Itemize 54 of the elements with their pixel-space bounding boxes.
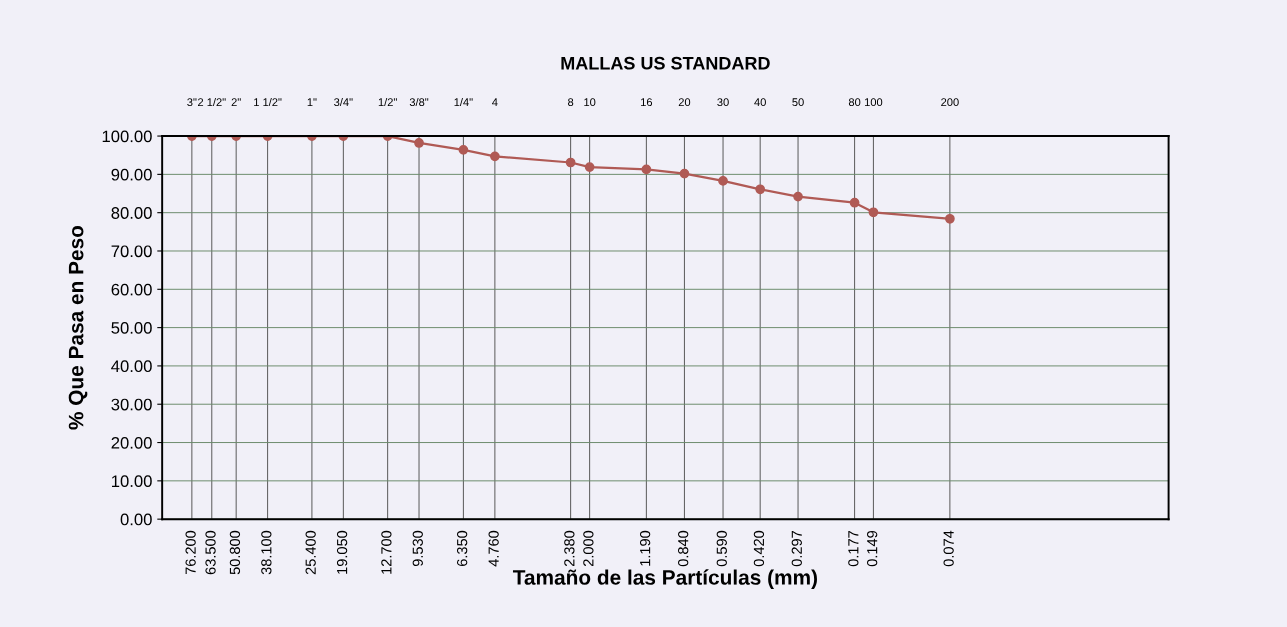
text: 200 bbox=[941, 98, 959, 107]
x-tick-label: 12.700 bbox=[381, 530, 392, 574]
y-tick-label: 80.00 bbox=[111, 207, 152, 219]
x-tick-label: 9.530 bbox=[412, 530, 423, 567]
x-tick-label: 50.800 bbox=[229, 530, 241, 575]
x-tick-label: 0.149 bbox=[867, 530, 878, 567]
text: 3/4" bbox=[334, 97, 353, 107]
text: 2" bbox=[231, 98, 241, 106]
text: 10 bbox=[584, 98, 596, 107]
x-tick-label: 0.420 bbox=[753, 530, 765, 567]
x-tick-label: 38.100 bbox=[261, 530, 272, 575]
x-tick-label: 1.190 bbox=[639, 530, 651, 566]
y-axis-title: % Que Pasa en Peso bbox=[68, 225, 88, 430]
x-tick-label: 25.400 bbox=[305, 530, 316, 575]
x-tick-label: 2.000 bbox=[583, 530, 594, 567]
y-tick-label: 70.00 bbox=[111, 245, 152, 258]
y-tick-label: 10.00 bbox=[112, 475, 152, 488]
x-tick-label: 4.760 bbox=[488, 530, 499, 567]
x-tick-label: 0.590 bbox=[716, 530, 727, 567]
x-tick-label: 0.297 bbox=[791, 531, 802, 567]
y-tick-label: 100.00 bbox=[102, 130, 152, 143]
y-tick-label: 90.00 bbox=[111, 168, 152, 181]
text: 1/4" bbox=[454, 97, 473, 107]
text: 1" bbox=[307, 98, 317, 106]
y-tick-label: 60.00 bbox=[111, 283, 152, 296]
text: 2 1/2" bbox=[198, 97, 226, 107]
y-tick-label: 30.00 bbox=[111, 398, 152, 411]
x-tick-label: 63.500 bbox=[205, 530, 216, 575]
text: 1 1/2" bbox=[254, 97, 282, 107]
x-tick-label: 76.200 bbox=[185, 530, 196, 575]
text: 3/8" bbox=[409, 97, 429, 107]
y-tick-label: 0.00 bbox=[120, 513, 152, 526]
text: 20 bbox=[678, 98, 691, 107]
x-tick-label: 0.177 bbox=[848, 531, 859, 567]
x-tick-label: 2.380 bbox=[564, 530, 575, 567]
text: 3" bbox=[187, 98, 197, 107]
text: 40 bbox=[754, 98, 766, 107]
x-tick-label: 6.350 bbox=[456, 530, 468, 567]
text: 50 bbox=[792, 98, 804, 107]
text: 100 bbox=[864, 98, 883, 107]
text: 16 bbox=[641, 98, 653, 107]
text: 30 bbox=[717, 98, 729, 107]
text: 80 bbox=[848, 98, 861, 107]
x-tick-label: 0.074 bbox=[943, 530, 954, 567]
text: 4 bbox=[492, 98, 498, 106]
y-tick-label: 50.00 bbox=[111, 322, 152, 334]
x-tick-label: 19.050 bbox=[336, 530, 348, 574]
y-tick-label: 20.00 bbox=[111, 436, 152, 449]
x-tick-label: 0.840 bbox=[678, 530, 689, 567]
x2-axis-title: MALLAS US STANDARD bbox=[561, 56, 770, 70]
y-tick-label: 40.00 bbox=[111, 360, 152, 373]
text: 8 bbox=[568, 98, 574, 107]
x-axis-title: Tamaño de las Partículas (mm) bbox=[512, 569, 817, 589]
text: 1/2" bbox=[378, 97, 397, 107]
